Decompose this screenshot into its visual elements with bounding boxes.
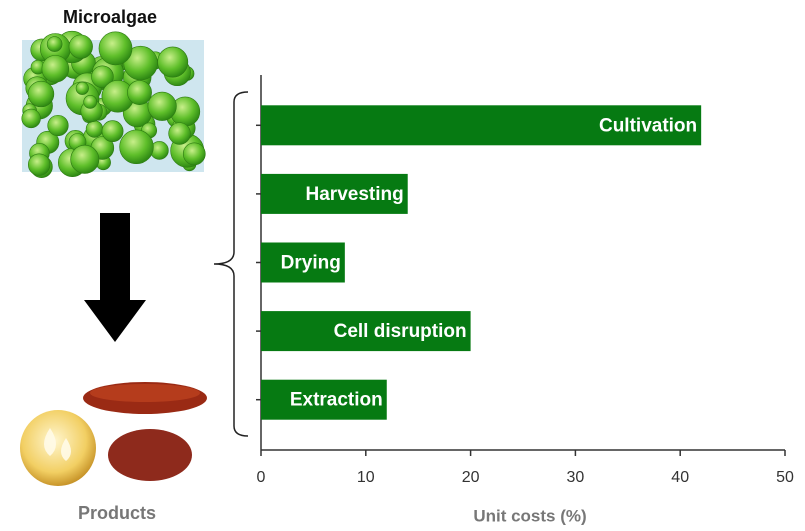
x-tick-label: 50 [776, 469, 794, 486]
algae-cell [86, 121, 103, 138]
algae-cell [76, 82, 89, 95]
algae-cell [48, 115, 69, 136]
bar-label: Harvesting [306, 184, 404, 205]
x-tick-label: 20 [462, 469, 480, 486]
brace [214, 92, 248, 436]
annotation: Products [78, 503, 156, 523]
bar-label: Cell disruption [334, 321, 467, 342]
algae-cell [22, 109, 41, 128]
algae-cell [84, 95, 97, 108]
algae-cell [148, 92, 177, 121]
algae-cell [169, 123, 191, 145]
algae-cell [69, 35, 93, 59]
chart: Microalgae Products Unit costs (%) 0 10 20… [0, 0, 805, 531]
algae-cell [120, 130, 154, 164]
microalgae-image [22, 31, 206, 178]
algae-cell [42, 55, 69, 82]
x-tick-label: 40 [671, 469, 689, 486]
algae-cell [28, 81, 54, 107]
algae-cell [158, 47, 188, 77]
x-tick-label: 0 [257, 469, 266, 486]
bar-label: Extraction [290, 390, 383, 411]
algae-cell [99, 32, 132, 65]
bar-label: Drying [281, 253, 341, 274]
algae-cell [71, 145, 99, 173]
x-tick-label: 30 [567, 469, 585, 486]
algae-cell [183, 143, 205, 165]
products-image [20, 382, 207, 486]
down-arrow [84, 213, 146, 342]
algae-cell [127, 80, 151, 104]
algae-cell [102, 121, 123, 142]
algae-cell [47, 37, 62, 52]
x-axis-label: Unit costs (%) [473, 506, 586, 525]
annotation: Microalgae [63, 7, 157, 27]
bar-label: Cultivation [599, 115, 697, 136]
x-tick-label: 10 [357, 469, 375, 486]
algae-cell [28, 154, 50, 176]
